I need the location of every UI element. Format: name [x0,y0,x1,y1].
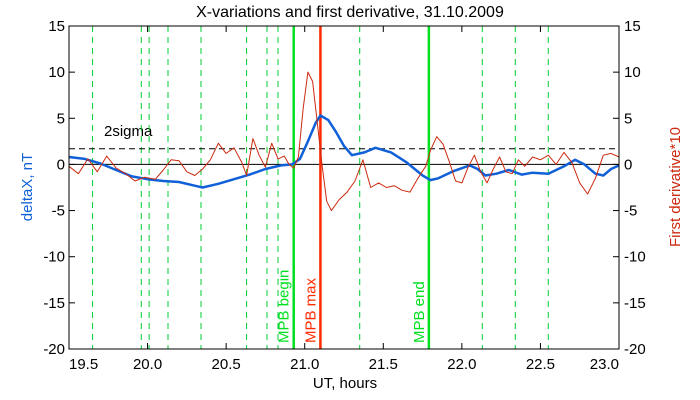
event-label: MPB begin [276,270,293,343]
x-tick-label: 20.0 [133,356,162,373]
x-tick-label: 23.0 [590,356,619,373]
y-tick-label-right: 15 [624,18,641,35]
x-tick-label: 22.0 [447,356,476,373]
x-tick-label: 21.0 [290,356,319,373]
y-tick-label-left: -10 [43,249,65,266]
y-tick-label-left: 0 [57,156,65,173]
y-tick-label-right: 0 [624,156,632,173]
y-tick-label-right: -15 [624,295,646,312]
plot-frame [68,25,620,350]
y-tick-label-right: 5 [624,110,632,127]
event-label: MPB end [411,281,428,343]
y-tick-label-left: 5 [57,110,65,127]
y-tick-label-right: -10 [624,249,646,266]
y-tick-label-left: -15 [43,295,65,312]
chart-title: X-variations and first derivative, 31.10… [196,4,504,21]
deltax-series-line [68,114,620,189]
x-tick-label: 21.5 [369,356,398,373]
y-tick-label-right: -5 [624,203,637,220]
y-axis-label-right: First derivative*10 [667,127,684,247]
event-label: MPB max [302,277,319,343]
x-axis-label: UT, hours [313,375,377,392]
sigma-label: 2sigma [104,123,153,140]
x-tick-label: 20.5 [212,356,241,373]
y-tick-label-right: 10 [624,64,641,81]
x-tick-label: 22.5 [526,356,555,373]
derivative-series-line [68,71,620,212]
plot-area: MPB begin MPB max MPB end [68,25,620,350]
x-tick-label: 19.5 [69,356,98,373]
y-tick-label-left: -20 [43,341,65,358]
y-axis-label-left: deltaX, nT [19,153,36,221]
y-tick-label-left: -5 [52,203,65,220]
y-tick-label-right: -20 [624,341,646,358]
y-tick-label-left: 10 [48,64,65,81]
y-tick-label-left: 15 [48,18,65,35]
